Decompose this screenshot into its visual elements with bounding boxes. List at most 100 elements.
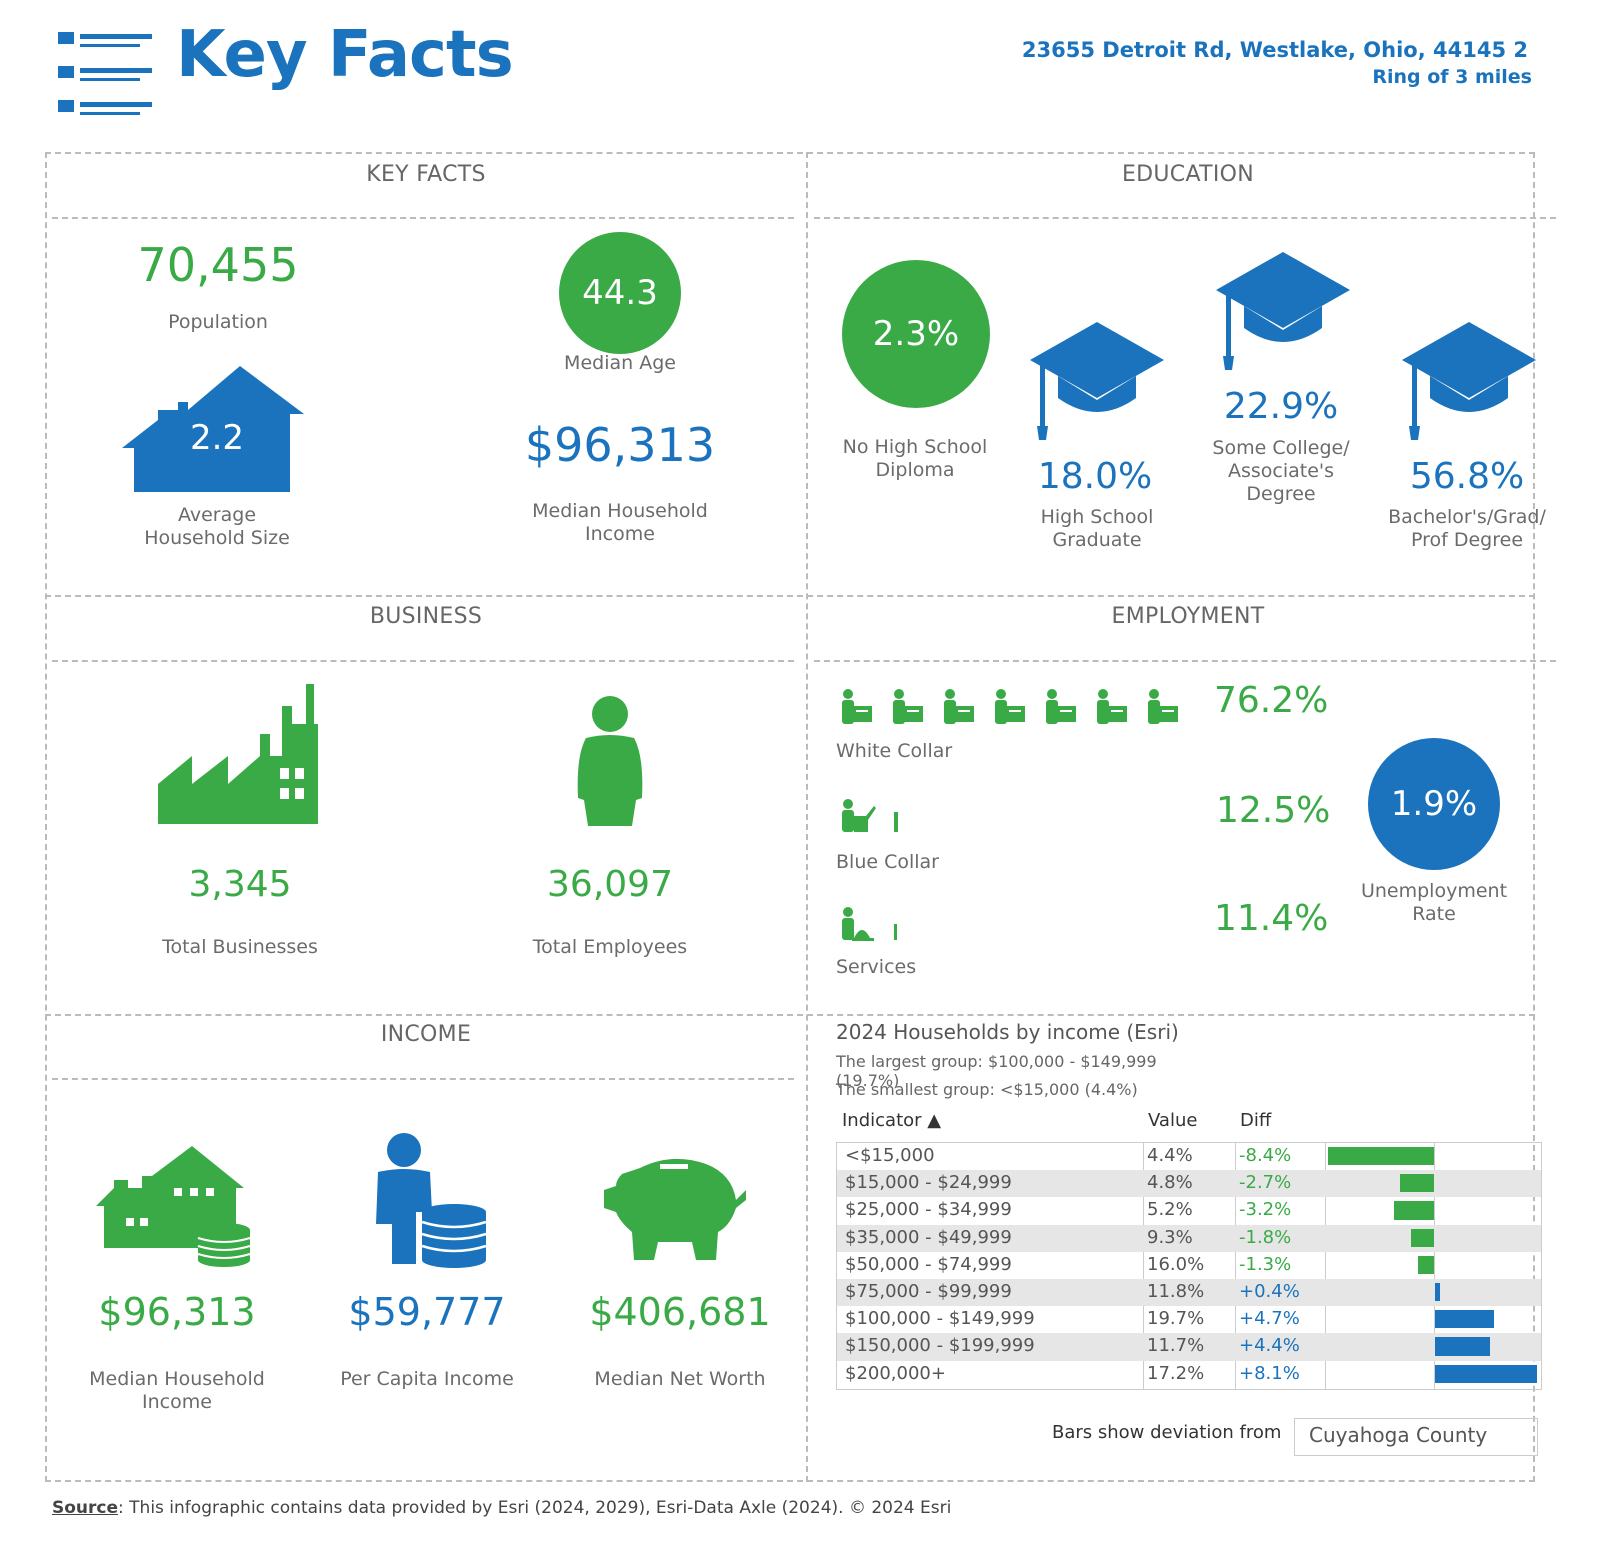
household-size-label-1: Average xyxy=(177,504,257,526)
piggy-bank-icon xyxy=(602,1150,746,1260)
table-row[interactable]: <$15,000 4.4% -8.4% xyxy=(837,1143,1541,1170)
row-value: 4.8% xyxy=(1147,1172,1193,1194)
largest-group-text: The largest group: $100,000 - $149,999 (… xyxy=(836,1052,1157,1090)
source-text: : This infographic contains data provide… xyxy=(118,1498,952,1518)
deviation-bar xyxy=(1393,1201,1434,1220)
deviation-bar xyxy=(1435,1283,1441,1302)
median-net-worth-label: Median Net Worth xyxy=(594,1368,766,1390)
outer-border xyxy=(45,152,1535,1482)
deviation-label: Bars show deviation from xyxy=(1052,1422,1282,1443)
some-college-value: 22.9% xyxy=(1223,386,1339,427)
smallest-group-text: The smallest group: <$15,000 (4.4%) xyxy=(836,1080,1138,1099)
row-value: 9.3% xyxy=(1147,1226,1193,1248)
table-col-divider-1 xyxy=(1143,1143,1144,1389)
table-row[interactable]: $100,000 - $149,999 19.7% +4.7% xyxy=(837,1306,1541,1333)
row-diff: +4.4% xyxy=(1239,1335,1300,1357)
income-median-household-label-2: Income xyxy=(142,1391,212,1413)
median-age-circle: 44.3 xyxy=(559,232,681,354)
blue-collar-label: Blue Collar xyxy=(836,851,939,873)
unemployment-label-2: Rate xyxy=(1412,903,1456,925)
employment-underline xyxy=(814,660,1556,662)
table-row[interactable]: $200,000+ 17.2% +8.1% xyxy=(837,1361,1541,1388)
bachelors-label-1: Bachelor's/Grad/ xyxy=(1388,506,1546,528)
deviation-bar xyxy=(1411,1228,1434,1247)
row-value: 11.8% xyxy=(1147,1281,1205,1302)
row-indicator: $35,000 - $49,999 xyxy=(845,1226,1012,1248)
source-footer: Source: This infographic contains data p… xyxy=(52,1498,951,1518)
keyfacts-underline xyxy=(52,217,794,219)
services-value: 11.4% xyxy=(1214,898,1329,939)
column-header-diff[interactable]: Diff xyxy=(1240,1110,1272,1131)
row-indicator: $15,000 - $24,999 xyxy=(845,1172,1012,1194)
table-row[interactable]: $150,000 - $199,999 11.7% +4.4% xyxy=(837,1333,1541,1361)
no-hs-label-1: No High School xyxy=(842,436,988,458)
business-underline xyxy=(52,660,794,662)
some-college-label-2: Associate's xyxy=(1227,460,1335,482)
deviation-bar xyxy=(1435,1364,1537,1383)
household-size-value: 2.2 xyxy=(189,418,245,458)
table-row[interactable]: $50,000 - $74,999 16.0% -1.3% xyxy=(837,1252,1541,1279)
median-income-label-2: Income xyxy=(585,523,655,545)
bachelors-label-2: Prof Degree xyxy=(1410,529,1524,551)
white-collar-icons xyxy=(840,688,1180,728)
row-indicator: $100,000 - $149,999 xyxy=(845,1308,1035,1330)
row-diff: +8.1% xyxy=(1239,1362,1300,1384)
some-college-label-3: Degree xyxy=(1246,483,1316,505)
header-ring: Ring of 3 miles xyxy=(1372,66,1532,88)
row-value: 16.0% xyxy=(1147,1253,1205,1275)
table-row[interactable]: $25,000 - $34,999 5.2% -3.2% xyxy=(837,1197,1541,1224)
graduation-cap-icon-college xyxy=(1216,252,1350,370)
header-address: 23655 Detroit Rd, Westlake, Ohio, 44145 … xyxy=(1021,38,1528,62)
table-col-divider-3 xyxy=(1325,1143,1326,1389)
median-income-value: $96,313 xyxy=(524,418,716,472)
some-college-label-1: Some College/ xyxy=(1212,437,1350,459)
blue-collar-value: 12.5% xyxy=(1216,790,1331,831)
income-table: <$15,000 4.4% -8.4% $15,000 - $24,999 4.8% -2… xyxy=(836,1142,1542,1390)
graduation-cap-icon-bachelors xyxy=(1402,322,1536,440)
unemployment-label-1: Unemployment xyxy=(1360,880,1508,902)
no-hs-label-2: Diploma xyxy=(875,459,955,481)
services-label: Services xyxy=(836,956,917,978)
median-income-label-1: Median Household xyxy=(532,500,708,522)
unemployment-value: 1.9% xyxy=(1390,784,1478,824)
row-diff: -8.4% xyxy=(1239,1145,1292,1166)
keyfacts-title: KEY FACTS xyxy=(366,162,486,187)
deviation-bar xyxy=(1435,1337,1491,1356)
total-employees-label: Total Employees xyxy=(532,936,688,958)
column-header-value[interactable]: Value xyxy=(1148,1110,1198,1131)
row-value: 19.7% xyxy=(1147,1308,1205,1330)
deviation-bar xyxy=(1417,1255,1434,1274)
per-capita-income-value: $59,777 xyxy=(348,1290,506,1334)
row-indicator: $200,000+ xyxy=(845,1362,946,1384)
table-row[interactable]: $75,000 - $99,999 11.8% +0.4% xyxy=(837,1279,1541,1307)
median-net-worth-value: $406,681 xyxy=(589,1290,771,1334)
total-businesses-value: 3,345 xyxy=(188,864,292,905)
comparison-area-select[interactable]: Cuyahoga County xyxy=(1294,1418,1538,1456)
table-row[interactable]: $35,000 - $49,999 9.3% -1.8% xyxy=(837,1224,1541,1252)
row-value: 17.2% xyxy=(1147,1362,1205,1384)
hs-label-1: High School xyxy=(1040,506,1154,528)
row-value: 5.2% xyxy=(1147,1199,1193,1221)
population-value: 70,455 xyxy=(137,238,299,292)
no-hs-value: 2.3% xyxy=(872,314,960,354)
income-underline xyxy=(52,1078,794,1080)
house-icon xyxy=(122,366,304,492)
row-indicator: $50,000 - $74,999 xyxy=(845,1253,1012,1275)
row-value: 4.4% xyxy=(1147,1145,1193,1166)
median-age-value: 44.3 xyxy=(582,273,658,313)
table-row[interactable]: $15,000 - $24,999 4.8% -2.7% xyxy=(837,1170,1541,1198)
header-logo-icon xyxy=(58,32,152,118)
employment-title: EMPLOYMENT xyxy=(1111,604,1265,629)
bachelors-value: 56.8% xyxy=(1409,456,1525,497)
total-businesses-label: Total Businesses xyxy=(162,936,318,958)
row-indicator: $25,000 - $34,999 xyxy=(845,1199,1012,1221)
divider-row1 xyxy=(45,595,1535,597)
column-header-indicator[interactable]: Indicator ▲ xyxy=(842,1110,942,1131)
deviation-bar xyxy=(1399,1174,1434,1193)
population-label: Population xyxy=(168,311,268,333)
income-median-household-label-1: Median Household xyxy=(89,1368,265,1390)
row-indicator: $150,000 - $199,999 xyxy=(845,1335,1035,1357)
unemployment-circle: 1.9% xyxy=(1368,738,1500,870)
row-diff: -1.8% xyxy=(1239,1226,1292,1248)
total-employees-value: 36,097 xyxy=(547,864,673,905)
